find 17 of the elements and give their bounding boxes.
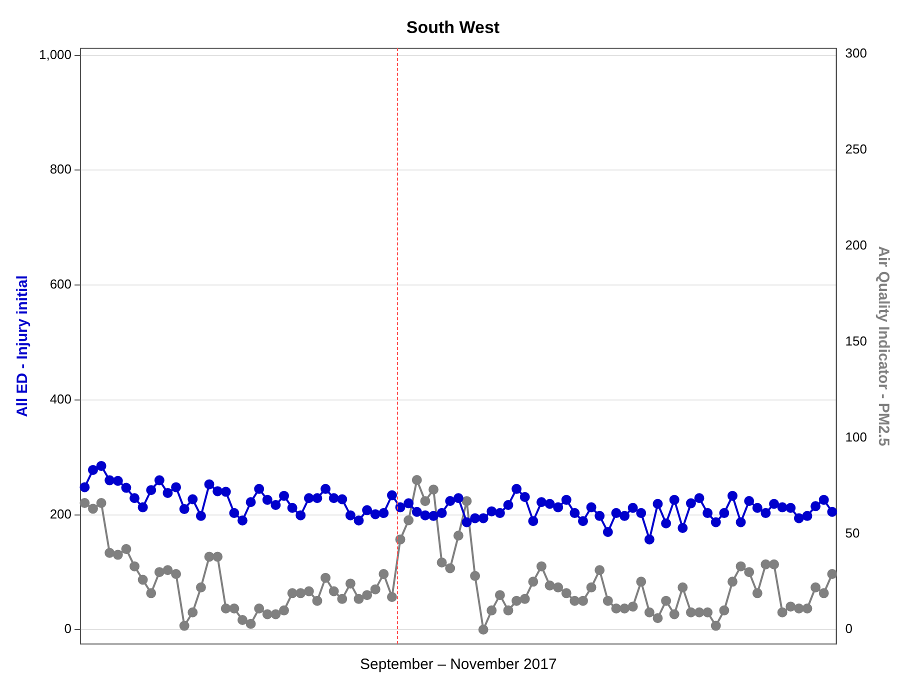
chart-title: South West	[406, 18, 500, 37]
y2-tick-label: 100	[845, 429, 868, 444]
y2-tick-label: 250	[845, 142, 868, 157]
x-axis-title: September – November 2017	[360, 656, 557, 674]
y-tick-label: 0	[64, 621, 72, 636]
y2-tick-label: 150	[845, 333, 868, 348]
y-tick-label: 400	[50, 391, 72, 406]
y-tick-label: 800	[50, 162, 72, 177]
y2-tick-label: 0	[845, 621, 853, 636]
y2-tick-label: 50	[845, 525, 860, 540]
y-tick-label: 600	[50, 276, 72, 292]
y2-axis-title: Air Quality Indicator - PM2.5	[874, 246, 892, 446]
y-axis-title: All ED - Injury initial	[14, 275, 32, 418]
y2-tick-label: 200	[845, 238, 868, 253]
y2-tick-label: 300	[845, 46, 868, 61]
y-tick-label: 1,000	[38, 46, 72, 62]
y-tick-label: 200	[50, 506, 72, 522]
